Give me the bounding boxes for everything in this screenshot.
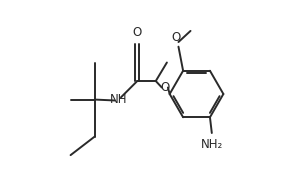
Text: O: O	[132, 26, 142, 39]
Text: O: O	[171, 31, 180, 44]
Text: O: O	[160, 81, 169, 94]
Text: NH: NH	[110, 93, 128, 106]
Text: NH₂: NH₂	[201, 138, 223, 151]
